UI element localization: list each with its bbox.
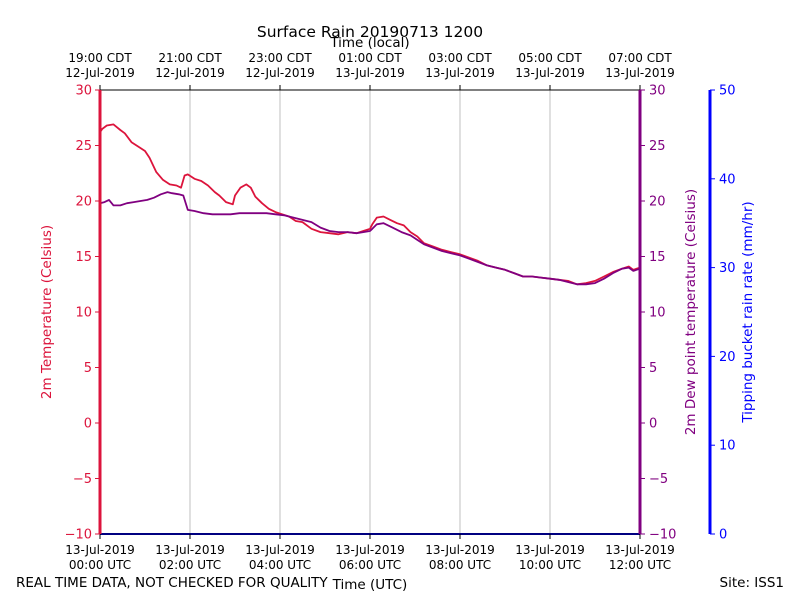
y-tick-label-temperature: 20 xyxy=(75,195,92,210)
top-tick-label-local-time: 03:00 CDT xyxy=(428,51,492,65)
x-tick-label-time: 06:00 UTC xyxy=(339,558,401,572)
y-tick-label-rain-rate: 50 xyxy=(719,84,736,99)
y-tick-label-rain-rate: 40 xyxy=(719,172,736,187)
y-tick-label-temperature: 25 xyxy=(75,139,92,154)
top-tick-label-local-date: 13-Jul-2019 xyxy=(605,66,675,80)
x-tick-label-date: 13-Jul-2019 xyxy=(245,543,315,557)
y-tick-label-dew-point: −10 xyxy=(649,528,676,543)
y-axis-label-rain-rate: Tipping bucket rain rate (mm/hr) xyxy=(740,201,756,423)
x-tick-label-date: 13-Jul-2019 xyxy=(65,543,135,557)
tick-marks xyxy=(95,85,715,539)
x-tick-label-time: 04:00 UTC xyxy=(249,558,311,572)
x-tick-label-date: 13-Jul-2019 xyxy=(335,543,405,557)
y-axis-label-temperature: 2m Temperature (Celsius) xyxy=(39,225,55,399)
x-tick-label-time: 00:00 UTC xyxy=(69,558,131,572)
top-axis-label: Time (local) xyxy=(329,35,409,51)
x-tick-label-date: 13-Jul-2019 xyxy=(425,543,495,557)
y-tick-label-dew-point: 15 xyxy=(649,250,666,265)
top-tick-label-local-time: 05:00 CDT xyxy=(518,51,582,65)
y-tick-label-temperature: 30 xyxy=(75,84,92,99)
y-tick-label-dew-point: −5 xyxy=(649,472,668,487)
y-tick-label-dew-point: 5 xyxy=(649,361,657,376)
top-tick-label-local-date: 12-Jul-2019 xyxy=(65,66,135,80)
y-tick-label-dew-point: 10 xyxy=(649,306,666,321)
x-axis-label: Time (UTC) xyxy=(332,577,408,593)
y-tick-label-temperature: 15 xyxy=(75,250,92,265)
top-tick-label-local-time: 19:00 CDT xyxy=(68,51,132,65)
top-tick-label-local-time: 21:00 CDT xyxy=(158,51,222,65)
y-tick-label-rain-rate: 20 xyxy=(719,350,736,365)
top-tick-label-local-time: 07:00 CDT xyxy=(608,51,672,65)
y-tick-label-dew-point: 30 xyxy=(649,84,666,99)
y-tick-label-dew-point: 0 xyxy=(649,417,657,432)
x-tick-label-time: 12:00 UTC xyxy=(609,558,671,572)
y-tick-label-rain-rate: 0 xyxy=(719,528,727,543)
top-tick-label-local-date: 13-Jul-2019 xyxy=(515,66,585,80)
top-tick-label-local-time: 23:00 CDT xyxy=(248,51,312,65)
y-tick-label-temperature: −10 xyxy=(65,528,92,543)
y-tick-label-temperature: −5 xyxy=(73,472,92,487)
y-axis-label-dew-point: 2m Dew point temperature (Celsius) xyxy=(683,189,699,435)
grid-lines xyxy=(189,90,551,534)
x-tick-label-time: 10:00 UTC xyxy=(519,558,581,572)
site-label: Site: ISS1 xyxy=(719,575,784,591)
y-tick-label-dew-point: 20 xyxy=(649,195,666,210)
top-tick-label-local-date: 13-Jul-2019 xyxy=(425,66,495,80)
x-tick-label-date: 13-Jul-2019 xyxy=(605,543,675,557)
y-tick-label-rain-rate: 30 xyxy=(719,261,736,276)
top-tick-label-local-date: 13-Jul-2019 xyxy=(335,66,405,80)
axes xyxy=(98,89,712,535)
y-tick-label-temperature: 10 xyxy=(75,306,92,321)
y-tick-label-temperature: 5 xyxy=(84,361,92,376)
x-tick-label-date: 13-Jul-2019 xyxy=(155,543,225,557)
data-quality-note: REAL TIME DATA, NOT CHECKED FOR QUALITY xyxy=(16,575,328,591)
y-tick-label-dew-point: 25 xyxy=(649,139,666,154)
x-tick-label-date: 13-Jul-2019 xyxy=(515,543,585,557)
x-tick-label-time: 02:00 UTC xyxy=(159,558,221,572)
y-tick-label-rain-rate: 10 xyxy=(719,439,736,454)
x-tick-label-time: 08:00 UTC xyxy=(429,558,491,572)
top-tick-label-local-date: 12-Jul-2019 xyxy=(245,66,315,80)
series-line-2m-dew-point-temperature xyxy=(99,191,641,286)
top-tick-label-local-time: 01:00 CDT xyxy=(338,51,402,65)
y-tick-label-temperature: 0 xyxy=(84,417,92,432)
chart-title: Surface Rain 20190713 1200 xyxy=(257,23,483,41)
top-tick-label-local-date: 12-Jul-2019 xyxy=(155,66,225,80)
